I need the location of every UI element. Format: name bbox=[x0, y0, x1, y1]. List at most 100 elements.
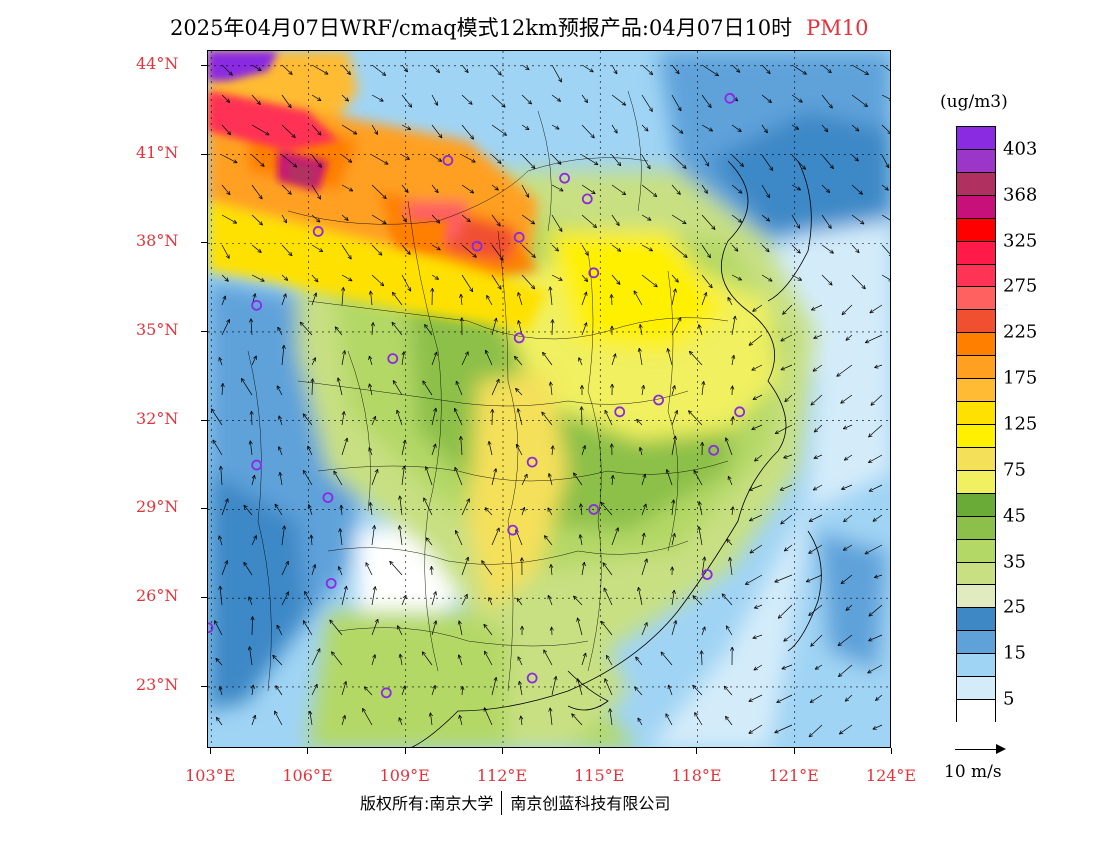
wind-arrow bbox=[221, 124, 232, 136]
wind-arrow bbox=[548, 707, 553, 726]
wind-arrow bbox=[726, 538, 733, 546]
wind-arrow bbox=[484, 507, 493, 516]
wind-arrow bbox=[251, 535, 257, 546]
wind-arrow bbox=[431, 94, 439, 106]
wind-arrow bbox=[641, 94, 653, 112]
concentration-field-extreme bbox=[208, 51, 448, 251]
wind-arrow bbox=[371, 274, 385, 287]
legend-colorbar bbox=[956, 126, 996, 723]
wind-arrow bbox=[521, 244, 536, 258]
wind-arrow bbox=[783, 634, 793, 642]
wind-arrow bbox=[251, 474, 256, 486]
wind-arrow bbox=[453, 407, 463, 426]
wind-arrow bbox=[851, 214, 865, 225]
wind-arrow bbox=[814, 664, 823, 670]
wind-arrow bbox=[671, 435, 677, 456]
wind-arrow bbox=[780, 364, 793, 371]
wind-arrow bbox=[341, 214, 349, 221]
latitude-tick bbox=[201, 153, 207, 155]
wind-arrow bbox=[431, 443, 437, 456]
wind-arrow bbox=[725, 715, 733, 726]
wind-arrow bbox=[667, 684, 673, 696]
wind-arrow bbox=[638, 324, 643, 336]
wind-arrow bbox=[401, 439, 407, 456]
wind-arrow bbox=[697, 501, 703, 516]
wind-arrow bbox=[578, 534, 583, 546]
wind-arrow bbox=[454, 530, 463, 546]
wind-arrow bbox=[481, 560, 493, 576]
wind-arrow bbox=[276, 624, 283, 636]
longitude-label: 124°E bbox=[865, 766, 917, 785]
wind-arrow bbox=[341, 411, 346, 426]
latitude-tick bbox=[201, 597, 207, 599]
longitude-label: 109°E bbox=[379, 766, 430, 785]
station-marker bbox=[559, 172, 570, 184]
wind-arrow bbox=[281, 184, 292, 195]
wind-arrow bbox=[551, 244, 559, 252]
wind-arrow bbox=[730, 646, 735, 666]
wind-arrow bbox=[278, 472, 283, 486]
wind-arrow bbox=[488, 597, 493, 606]
wind-arrow bbox=[611, 214, 620, 227]
wind-arrow bbox=[868, 604, 883, 617]
legend-swatch bbox=[957, 127, 995, 150]
wind-arrow bbox=[701, 124, 713, 132]
longitude-tick bbox=[696, 748, 698, 754]
wind-arrow bbox=[749, 514, 763, 522]
wind-arrow bbox=[302, 620, 313, 636]
wind-arrow bbox=[302, 413, 313, 426]
wind-arrow bbox=[521, 184, 530, 198]
wind-arrow bbox=[777, 604, 793, 619]
wind-arrow bbox=[341, 287, 346, 306]
wind-arrow bbox=[774, 424, 793, 435]
wind-arrow bbox=[461, 184, 475, 194]
wind-arrow bbox=[836, 364, 853, 377]
wind-arrow bbox=[551, 64, 562, 83]
wind-arrow bbox=[459, 293, 464, 306]
wind-arrow bbox=[611, 353, 617, 366]
wind-arrow bbox=[780, 334, 793, 342]
wind-arrow bbox=[311, 564, 317, 576]
wind-arrow bbox=[730, 506, 735, 516]
wind-arrow bbox=[813, 334, 823, 340]
wind-arrow bbox=[791, 274, 802, 281]
credit-left: 版权所有:南京大学 bbox=[360, 794, 494, 813]
wind-arrow bbox=[701, 214, 716, 230]
wind-arrow bbox=[636, 418, 643, 426]
wind-arrow bbox=[838, 724, 853, 735]
wind-arrow bbox=[701, 274, 713, 289]
wind-arrow bbox=[694, 712, 703, 726]
wind-arrow bbox=[212, 439, 223, 456]
wind-arrow bbox=[368, 355, 373, 366]
wind-arrow bbox=[251, 124, 270, 136]
wind-arrow bbox=[723, 685, 733, 696]
wind-arrow bbox=[748, 694, 763, 702]
legend-swatch bbox=[957, 700, 995, 723]
wind-arrow bbox=[491, 124, 507, 136]
wind-arrow bbox=[491, 527, 500, 546]
wind-arrow bbox=[581, 124, 595, 139]
wind-arrow bbox=[281, 214, 288, 224]
wind-arrow bbox=[581, 154, 599, 166]
wind-arrow bbox=[519, 557, 524, 576]
wind-arrow bbox=[458, 714, 463, 726]
longitude-tick bbox=[404, 748, 406, 754]
wind-reference-arrowhead bbox=[996, 744, 1006, 754]
wind-arrow bbox=[311, 292, 318, 306]
legend-swatch bbox=[957, 149, 995, 173]
longitude-label: 106°E bbox=[282, 766, 333, 785]
wind-arrow bbox=[581, 274, 589, 282]
wind-arrow bbox=[311, 244, 324, 252]
legend-swatch bbox=[957, 241, 995, 265]
wind-arrow bbox=[604, 409, 613, 426]
wind-arrow bbox=[461, 154, 476, 163]
latitude-label: 38°N bbox=[136, 231, 179, 251]
wind-arrow bbox=[609, 325, 615, 336]
station-marker bbox=[734, 406, 746, 418]
wind-arrow bbox=[875, 694, 883, 701]
longitude-label: 121°E bbox=[768, 766, 819, 785]
wind-arrow bbox=[461, 244, 477, 258]
wind-arrow bbox=[870, 394, 883, 406]
wind-arrow bbox=[431, 214, 441, 224]
wind-arrow bbox=[641, 154, 651, 170]
